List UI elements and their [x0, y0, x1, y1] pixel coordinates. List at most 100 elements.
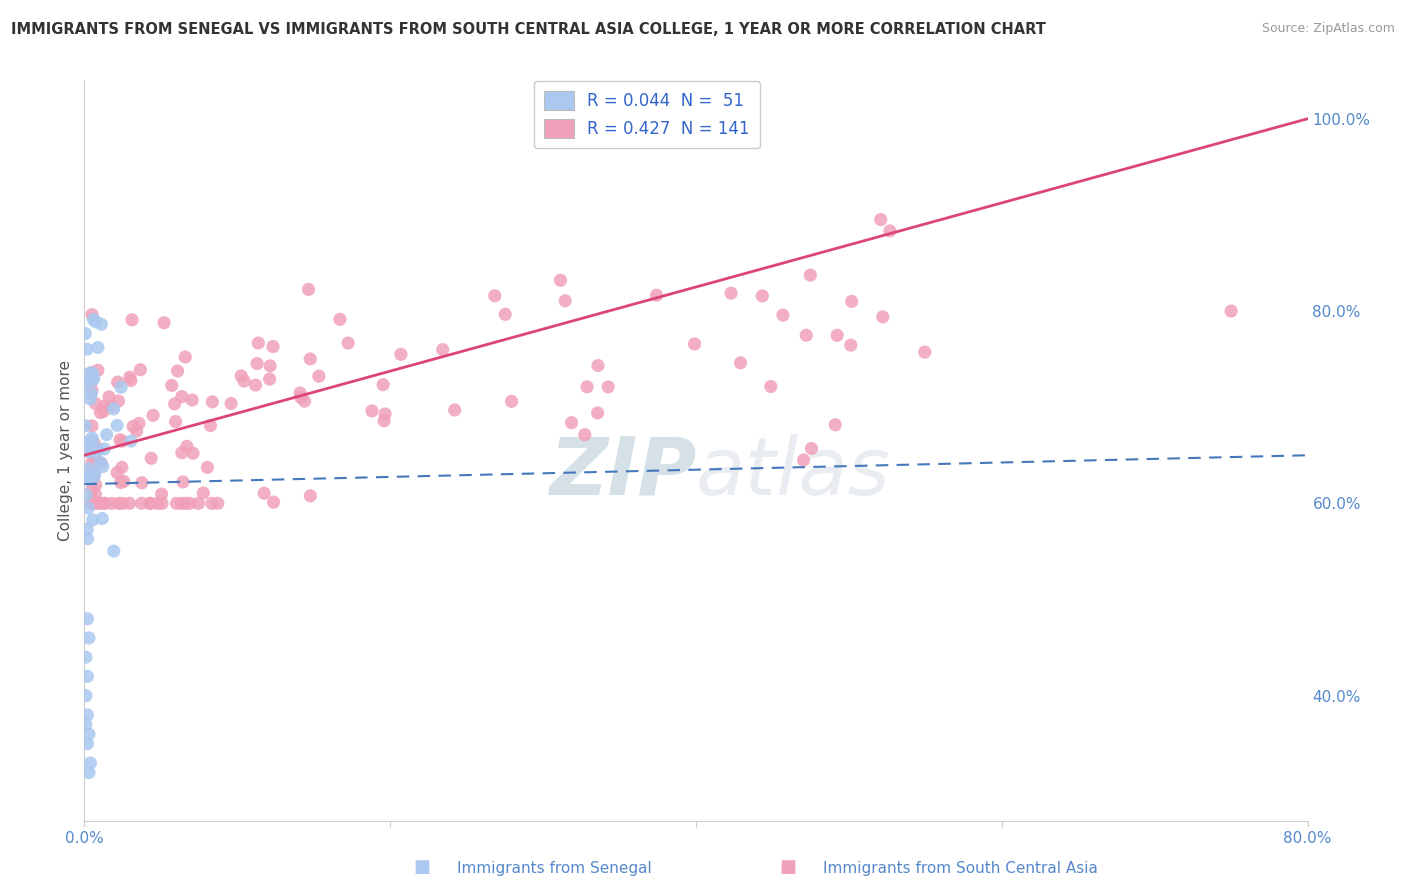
Point: [879, 224, 901, 238]
Point: [82, 312, 104, 326]
Point: [82, 496, 104, 510]
Point: [839, 338, 862, 352]
Point: [76, 669, 98, 683]
Point: [107, 394, 129, 409]
Point: [141, 451, 163, 466]
Point: [262, 340, 284, 354]
Point: [118, 370, 141, 384]
Text: IMMIGRANTS FROM SENEGAL VS IMMIGRANTS FROM SOUTH CENTRAL ASIA COLLEGE, 1 YEAR OR: IMMIGRANTS FROM SENEGAL VS IMMIGRANTS FR…: [11, 22, 1046, 37]
Point: [170, 496, 193, 510]
Point: [195, 460, 218, 475]
Point: [574, 427, 596, 442]
Point: [329, 312, 352, 326]
Point: [80, 496, 103, 510]
Point: [75, 717, 97, 731]
Point: [77, 462, 100, 476]
Point: [598, 380, 620, 394]
Point: [389, 347, 412, 361]
Point: [77, 631, 100, 645]
Point: [80, 496, 103, 510]
Text: ■: ■: [779, 858, 796, 876]
Point: [84, 487, 107, 501]
Point: [869, 212, 891, 227]
Point: [100, 496, 122, 510]
Point: [683, 337, 706, 351]
Point: [87, 341, 110, 355]
Point: [83, 371, 105, 385]
Point: [82, 471, 104, 485]
Point: [825, 328, 848, 343]
Text: Immigrants from South Central Asia: Immigrants from South Central Asia: [823, 861, 1098, 876]
Point: [77, 765, 100, 780]
Point: [247, 336, 270, 351]
Point: [484, 289, 506, 303]
Point: [82, 493, 104, 508]
Point: [103, 544, 125, 558]
Point: [105, 466, 128, 480]
Point: [87, 442, 110, 457]
Point: [299, 351, 322, 366]
Point: [294, 394, 316, 409]
Point: [586, 359, 609, 373]
Point: [93, 404, 115, 418]
Text: atlas: atlas: [696, 434, 891, 512]
Point: [82, 513, 104, 527]
Point: [170, 390, 193, 404]
Point: [799, 268, 821, 282]
Point: [129, 363, 152, 377]
Text: Source: ZipAtlas.com: Source: ZipAtlas.com: [1261, 22, 1395, 36]
Point: [800, 442, 823, 456]
Point: [146, 496, 169, 510]
Point: [253, 486, 276, 500]
Point: [297, 282, 319, 296]
Point: [122, 419, 145, 434]
Point: [337, 336, 360, 351]
Point: [128, 417, 150, 431]
Point: [80, 374, 103, 388]
Point: [263, 495, 285, 509]
Point: [76, 707, 98, 722]
Point: [80, 431, 103, 445]
Point: [101, 400, 124, 414]
Point: [83, 436, 105, 450]
Point: [153, 316, 176, 330]
Point: [374, 407, 396, 421]
Point: [720, 286, 742, 301]
Point: [730, 356, 752, 370]
Point: [772, 308, 794, 322]
Point: [76, 522, 98, 536]
Point: [824, 417, 846, 432]
Point: [80, 374, 103, 388]
Point: [174, 496, 197, 510]
Point: [160, 378, 183, 392]
Point: [201, 394, 224, 409]
Point: [89, 406, 111, 420]
Point: [75, 435, 97, 450]
Point: [84, 478, 107, 492]
Point: [103, 401, 125, 416]
Point: [201, 496, 224, 510]
Point: [118, 496, 141, 510]
Point: [80, 496, 103, 510]
Point: [79, 756, 101, 770]
Point: [172, 475, 194, 489]
Point: [83, 467, 105, 481]
Point: [83, 470, 105, 484]
Point: [93, 496, 115, 510]
Point: [259, 359, 281, 373]
Point: [187, 496, 209, 510]
Point: [83, 465, 105, 479]
Point: [93, 399, 115, 413]
Point: [80, 308, 103, 322]
Point: [246, 357, 269, 371]
Text: Immigrants from Senegal: Immigrants from Senegal: [457, 861, 652, 876]
Point: [80, 459, 103, 474]
Point: [80, 418, 103, 433]
Point: [80, 483, 103, 497]
Point: [82, 445, 104, 459]
Point: [76, 342, 98, 356]
Point: [751, 289, 773, 303]
Point: [80, 366, 103, 380]
Point: [576, 380, 599, 394]
Point: [76, 532, 98, 546]
